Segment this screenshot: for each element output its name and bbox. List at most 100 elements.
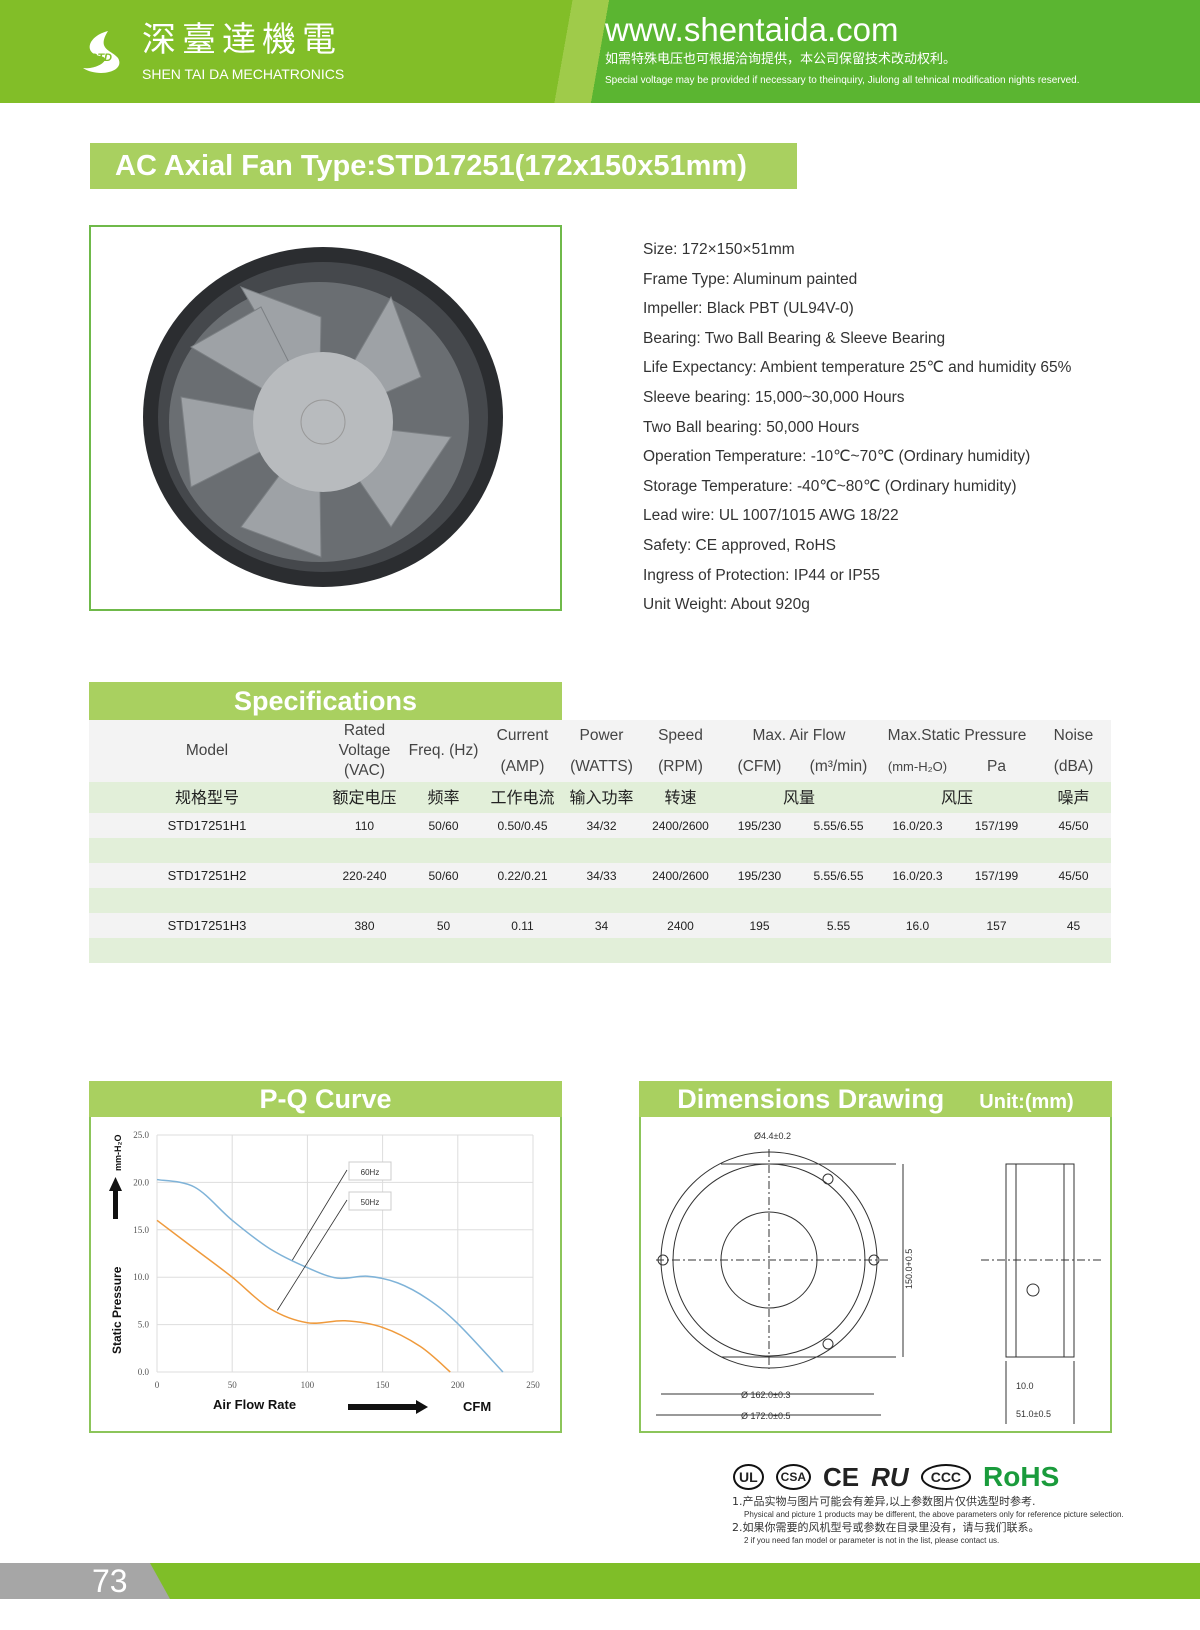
y-axis-label: Static Pressure <box>110 1266 124 1354</box>
legend-arrow <box>292 1169 348 1261</box>
x-axis-unit: CFM <box>463 1399 491 1414</box>
value-cell: 34/32 <box>562 813 641 838</box>
x-tick-label: 0 <box>155 1380 160 1390</box>
ul-logo-icon: UL <box>733 1464 764 1490</box>
value-cell: 2400/2600 <box>641 863 720 888</box>
cn-header: 工作电流 <box>483 782 562 813</box>
col-voltage: Rated Voltage (VAC) <box>325 720 404 782</box>
col-current: Current <box>483 720 562 751</box>
spec-item: Operation Temperature: -10℃~70℃ (Ordinar… <box>643 448 1031 466</box>
unit-label: Unit:(mm) <box>979 1091 1074 1113</box>
value-cell: 50 <box>404 913 483 938</box>
y-tick-label: 10.0 <box>133 1272 149 1282</box>
x-tick-label: 100 <box>301 1380 315 1390</box>
x-tick-label: 50 <box>228 1380 238 1390</box>
value-cell: 2400 <box>641 913 720 938</box>
spec-item: Unit Weight: About 920g <box>643 596 810 614</box>
std-logo-icon: STD <box>83 31 120 73</box>
col-pressure: Max.Static Pressure <box>878 720 1036 751</box>
note-en: 2 if you need fan model or parameter is … <box>744 1536 1000 1545</box>
value-cell: 157/199 <box>957 863 1036 888</box>
spec-item: Lead wire: UL 1007/1015 AWG 18/22 <box>643 507 899 525</box>
y-tick-label: 15.0 <box>133 1225 149 1235</box>
spec-item: Impeller: Black PBT (UL94V-0) <box>643 300 854 318</box>
product-title: AC Axial Fan Type:STD17251(172x150x51mm) <box>90 143 797 189</box>
brand-name-en: SHEN TAI DA MECHATRONICS <box>142 66 345 82</box>
legend-label: 50Hz <box>361 1198 380 1207</box>
unit: (dBA) <box>1036 751 1111 782</box>
spec-item: Frame Type: Aluminum painted <box>643 270 858 288</box>
value-cell: 157 <box>957 913 1036 938</box>
depth-dimension: 51.0±0.5 <box>1016 1409 1051 1419</box>
unit: Pa <box>957 751 1036 782</box>
spec-item: Sleeve bearing: 15,000~30,000 Hours <box>643 388 905 406</box>
dimensions-panel: Dimensions Drawing Unit:(mm) Ø4.4±0.2 Ø 1… <box>639 1081 1112 1433</box>
y-axis-arrow-icon <box>109 1177 122 1191</box>
value-cell: 2400/2600 <box>641 813 720 838</box>
cn-header: 输入功率 <box>562 782 641 813</box>
cn-header: 额定电压 <box>325 782 404 813</box>
cn-header: 风压 <box>878 782 1036 813</box>
spacer-row <box>89 838 1111 863</box>
unit: (m³/min) <box>799 751 878 782</box>
value-cell: 45/50 <box>1036 863 1111 888</box>
csa-logo-icon: CSA <box>775 1464 812 1490</box>
value-cell: 110 <box>325 813 404 838</box>
section-title: Specifications <box>89 682 562 720</box>
spec-item: Two Ball bearing: 50,000 Hours <box>643 418 860 436</box>
table-row: STD17251H2 220-240 50/60 0.22/0.21 34/33 2400… <box>89 863 1111 888</box>
website-url[interactable]: www.shentaida.com <box>605 11 899 48</box>
page-header: STD 深臺達機電 SHEN TAI DA MECHATRONICS www.s… <box>0 0 1200 103</box>
footnotes: 1.产品实物与图片可能会有差异,以上参数图片仅供选型时参考. Physical … <box>732 1494 1124 1546</box>
section-title: Dimensions Drawing <box>677 1084 945 1114</box>
value-cell: 157/199 <box>957 813 1036 838</box>
spec-item: Bearing: Two Ball Bearing & Sleeve Beari… <box>643 329 946 347</box>
value-cell: 380 <box>325 913 404 938</box>
model-cell: STD17251H2 <box>89 863 325 888</box>
pq-chart: 0 50 100 150 200 250 0.0 5.0 10.0 15.0 20.0 25.0 60H… <box>109 1130 540 1414</box>
pq-curve-panel: P-Q Curve 0 50 100 150 200 250 0.0 5.0 10.0 15.0 2… <box>89 1081 562 1433</box>
value-cell: 5.55/6.55 <box>799 863 878 888</box>
value-cell: 5.55/6.55 <box>799 813 878 838</box>
legend-label: 60Hz <box>361 1168 380 1177</box>
value-cell: 50/60 <box>404 863 483 888</box>
col-noise: Noise <box>1036 720 1111 751</box>
cn-header: 转速 <box>641 782 720 813</box>
value-cell: 34/33 <box>562 863 641 888</box>
note-cn: 2.如果你需要的风机型号或参数在目录里没有，请与我们联系。 <box>732 1521 1040 1534</box>
value-cell: 195/230 <box>720 863 799 888</box>
outer-diameter: Ø 172.0±0.5 <box>741 1411 790 1421</box>
note-cn: 1.产品实物与图片可能会有差异,以上参数图片仅供选型时参考. <box>732 1495 1036 1508</box>
section-title: P-Q Curve <box>89 1081 562 1117</box>
ccc-logo-icon: CCC <box>920 1464 972 1490</box>
value-cell: 0.22/0.21 <box>483 863 562 888</box>
notice-cn: 如需特殊电压也可根据洽询提供，本公司保留技术改动权利。 <box>605 52 957 67</box>
rohs-logo-icon: RoHS <box>983 1461 1060 1492</box>
value-cell: 16.0/20.3 <box>878 813 957 838</box>
unit: (AMP) <box>483 751 562 782</box>
y-tick-label: 0.0 <box>138 1367 150 1377</box>
page-footer <box>0 1563 1200 1599</box>
value-cell: 45 <box>1036 913 1111 938</box>
fan-photo <box>89 225 562 611</box>
x-tick-label: 250 <box>526 1380 540 1390</box>
value-cell: 5.55 <box>799 913 878 938</box>
legend-arrow <box>276 1199 348 1311</box>
ce-logo-icon: CE <box>823 1462 860 1492</box>
model-cell: STD17251H1 <box>89 813 325 838</box>
ru-logo-icon: RU <box>871 1462 909 1492</box>
unit: (CFM) <box>720 751 799 782</box>
spec-table: Model Rated Voltage (VAC) Freq. (Hz) Curren… <box>89 720 1111 963</box>
spec-item: Storage Temperature: -40℃~80℃ (Ordinary … <box>643 477 1017 495</box>
spec-list: Size: 172×150×51mm Frame Type: Aluminum p… <box>643 235 1071 620</box>
value-cell: 45/50 <box>1036 813 1111 838</box>
y-tick-label: 5.0 <box>138 1320 150 1330</box>
x-axis-arrow-icon <box>416 1400 428 1414</box>
y-tick-label: 20.0 <box>133 1177 149 1187</box>
value-cell: 0.50/0.45 <box>483 813 562 838</box>
col-speed: Speed <box>641 720 720 751</box>
note-en: Physical and picture 1 products may be d… <box>744 1510 1124 1519</box>
x-axis-label: Air Flow Rate <box>213 1397 296 1412</box>
value-cell: 34 <box>562 913 641 938</box>
unit: (WATTS) <box>562 751 641 782</box>
